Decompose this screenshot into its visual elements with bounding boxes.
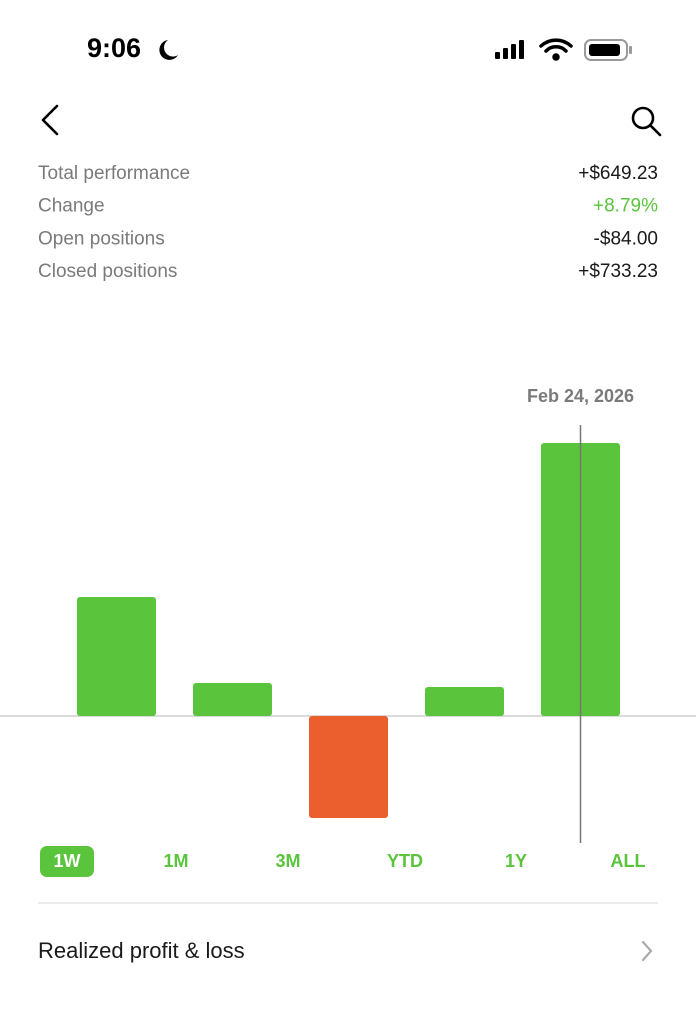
row-label: Open positions [38,228,165,249]
row-value: +$733.23 [578,261,658,282]
signal-icon [495,40,524,59]
moon-icon [159,40,178,60]
row-label: Change [38,196,105,217]
range-tab[interactable]: 1Y [505,851,527,871]
bar [77,597,156,716]
bar [193,683,272,716]
range-tab[interactable]: YTD [387,851,423,871]
row-label: Total performance [38,163,190,184]
search-button[interactable] [631,106,662,137]
row-value: -$84.00 [594,228,658,249]
link-chevron[interactable] [641,940,653,962]
tab-pill[interactable] [40,846,94,877]
range-tab[interactable]: 1M [163,851,188,871]
row-label: Closed positions [38,261,177,282]
bar [309,716,388,818]
crosshair-date: Feb 24, 2026 [527,386,634,406]
link-label[interactable]: Realized profit & loss [38,938,245,963]
battery-icon [584,39,632,61]
range-tab[interactable]: 3M [275,851,300,871]
row-value: +$649.23 [578,163,658,184]
row-value: +8.79% [593,196,658,217]
range-tab[interactable]: 1W [54,851,81,871]
wifi-icon [539,38,573,61]
range-tab[interactable]: ALL [611,851,646,871]
back-button[interactable] [41,104,59,136]
bar [425,687,504,716]
status-time: 9:06 [87,33,141,63]
